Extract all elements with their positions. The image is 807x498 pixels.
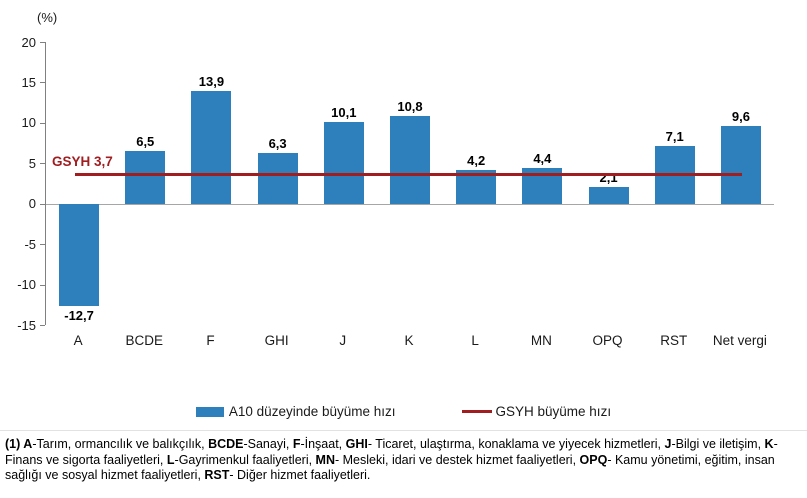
y-axis-tick-label: -5 — [24, 236, 36, 252]
zero-axis-line — [46, 203, 774, 205]
y-axis-tick-label: 20 — [21, 34, 36, 50]
footnote-segment: BCDE — [208, 437, 244, 451]
y-axis-tick — [40, 82, 45, 84]
footnote-segment: MN — [315, 452, 335, 467]
legend-bar-swatch — [195, 406, 224, 417]
x-axis-label-GHI: GHI — [264, 333, 289, 348]
footnote-segment: -Sanayi, — [243, 437, 293, 451]
x-axis-label-L: L — [471, 333, 479, 348]
footnote: (1) A-Tarım, ormancılık ve balıkçılık, B… — [5, 437, 802, 484]
legend-item-line: GSYH büyüme hızı — [461, 404, 612, 419]
footnote-segment: -Bilgi ve iletişim, — [671, 437, 765, 451]
x-axis-label-OPQ: OPQ — [592, 333, 623, 348]
bar-value-label: 7,1 — [665, 129, 684, 145]
footnote-segment: GHI — [345, 437, 368, 451]
footnote-segment: L — [166, 452, 175, 467]
bar-Net vergi — [720, 126, 761, 204]
footnote-segment: -Tarım, ormancılık ve balıkçılık, — [32, 437, 209, 451]
bar-F — [191, 91, 232, 204]
y-axis-tick — [40, 325, 45, 326]
bar-value-label: 6,3 — [268, 135, 287, 151]
bar-J — [323, 122, 364, 204]
bar-value-label: 9,6 — [731, 109, 750, 125]
footnote-segment: -Gayrimenkul faaliyetleri, — [174, 452, 316, 467]
footnote-segment: - Kamu yönetimi, eğitim, insan sağlığı v… — [5, 452, 775, 483]
y-axis-tick-label: 0 — [28, 196, 36, 212]
separator-line — [0, 430, 807, 431]
y-axis-tick-label: 5 — [28, 155, 36, 171]
footnote-segment: F — [292, 437, 301, 451]
footnote-segment: (1) A — [5, 437, 33, 451]
x-axis-label-A: A — [73, 333, 83, 348]
legend: A10 düzeyinde büyüme hızı GSYH büyüme hı… — [0, 404, 807, 419]
bar-K — [390, 116, 430, 204]
bar-value-label: 10,8 — [397, 99, 423, 115]
bar-value-label: 4,4 — [533, 151, 552, 167]
legend-line-swatch — [461, 410, 492, 413]
y-axis-tick — [40, 163, 45, 165]
bar-A — [59, 203, 100, 307]
y-axis-unit-label: (%) — [37, 10, 58, 25]
gsyh-reference-line — [75, 172, 742, 176]
y-axis-tick — [40, 284, 45, 286]
x-axis-label-BCDE: BCDE — [125, 333, 164, 348]
x-axis-label-J: J — [339, 333, 347, 348]
footnote-segment: J — [664, 437, 672, 451]
plot-area: -12,7 6,5 13,9 6,3 10,1 10,8 4,2 4,4 2,1 7,1 9,6 GS… — [45, 42, 774, 325]
y-axis-tick-label: -10 — [17, 277, 36, 293]
bar-value-label: 10,1 — [331, 105, 357, 121]
x-axis-label-Net vergi: Net vergi — [712, 333, 767, 348]
footnote-segment: -İnşaat, — [300, 437, 346, 451]
y-axis-tick-label: 15 — [21, 74, 36, 90]
bar-value-label: 13,9 — [198, 74, 225, 90]
legend-line-label: GSYH büyüme hızı — [495, 404, 612, 419]
bar-value-label: 4,2 — [467, 152, 486, 168]
footnote-segment: - Ticaret, ulaştırma, konaklama ve yiyec… — [367, 437, 665, 451]
y-axis-tick — [40, 42, 45, 43]
x-axis-label-RST: RST — [660, 333, 688, 348]
y-axis-tick — [40, 122, 45, 124]
x-axis-label-F: F — [206, 333, 215, 348]
footnote-segment: K — [764, 437, 774, 451]
footnote-segment: - Diğer hizmet faaliyetleri. — [229, 468, 371, 482]
gsyh-reference-label: GSYH 3,7 — [52, 153, 113, 169]
bar-GHI — [257, 152, 298, 204]
y-axis-tick — [40, 244, 45, 246]
bar-BCDE — [125, 151, 166, 204]
footnote-segment: OPQ — [579, 452, 608, 467]
y-axis-tick-label: 10 — [21, 115, 36, 131]
legend-bar-label: A10 düzeyinde büyüme hızı — [228, 404, 396, 419]
footnote-segment: RST — [204, 468, 230, 482]
x-axis-label-K: K — [404, 333, 414, 348]
bar-OPQ — [588, 186, 629, 204]
bar-value-label: 6,5 — [136, 134, 155, 150]
legend-item-bars: A10 düzeyinde büyüme hızı — [195, 404, 396, 419]
x-axis-label-MN: MN — [530, 333, 552, 348]
bar-value-label: -12,7 — [64, 308, 94, 324]
y-axis-tick-label: -15 — [17, 317, 36, 333]
footnote-segment: - Mesleki, idari ve destek hizmet faaliy… — [335, 452, 580, 467]
y-axis-tick — [40, 203, 45, 205]
footnote-segment: -Finans ve sigorta faaliyetleri, — [5, 437, 778, 467]
